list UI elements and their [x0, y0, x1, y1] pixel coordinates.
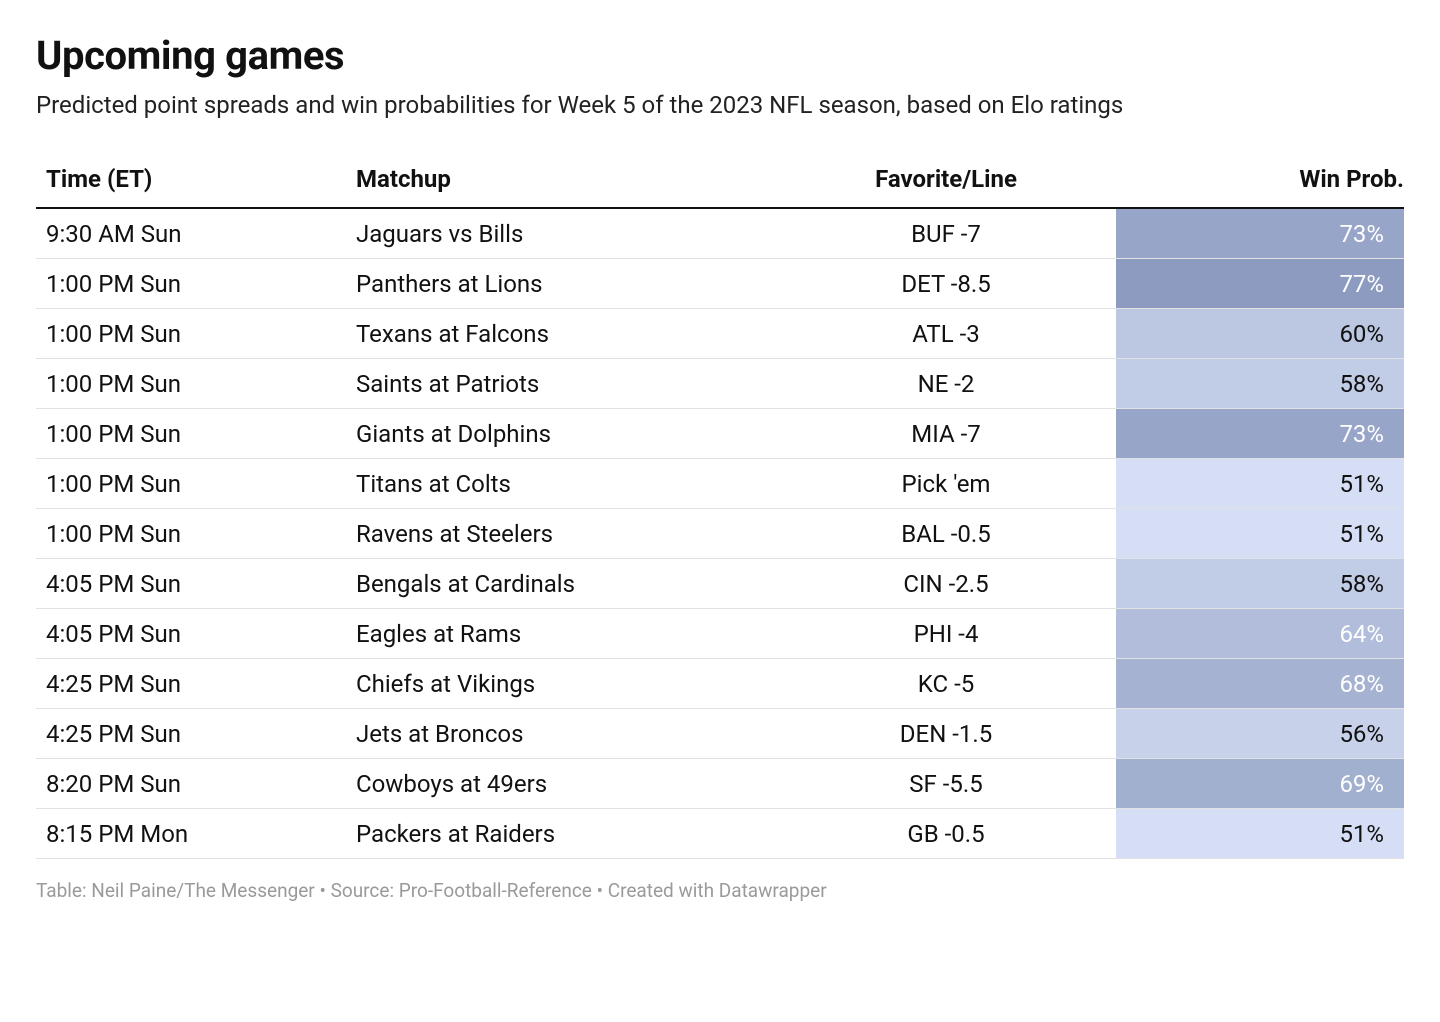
cell-favorite: CIN -2.5: [776, 559, 1116, 609]
cell-favorite: DEN -1.5: [776, 709, 1116, 759]
cell-winprob: 51%: [1116, 509, 1404, 559]
cell-matchup: Texans at Falcons: [346, 309, 776, 359]
col-header-matchup: Matchup: [346, 153, 776, 208]
cell-favorite: MIA -7: [776, 409, 1116, 459]
table-footnote: Table: Neil Paine/The Messenger • Source…: [36, 879, 1404, 902]
cell-time: 8:20 PM Sun: [36, 759, 346, 809]
cell-favorite: SF -5.5: [776, 759, 1116, 809]
table-body: 9:30 AM SunJaguars vs BillsBUF -773%1:00…: [36, 208, 1404, 859]
cell-matchup: Jaguars vs Bills: [346, 208, 776, 259]
table-row: 8:15 PM MonPackers at RaidersGB -0.551%: [36, 809, 1404, 859]
cell-winprob: 51%: [1116, 809, 1404, 859]
cell-matchup: Packers at Raiders: [346, 809, 776, 859]
cell-time: 1:00 PM Sun: [36, 259, 346, 309]
table-row: 1:00 PM SunSaints at PatriotsNE -258%: [36, 359, 1404, 409]
cell-favorite: ATL -3: [776, 309, 1116, 359]
cell-winprob: 60%: [1116, 309, 1404, 359]
table-header-row: Time (ET) Matchup Favorite/Line Win Prob…: [36, 153, 1404, 208]
cell-winprob: 56%: [1116, 709, 1404, 759]
cell-favorite: NE -2: [776, 359, 1116, 409]
cell-matchup: Saints at Patriots: [346, 359, 776, 409]
cell-time: 4:25 PM Sun: [36, 709, 346, 759]
cell-matchup: Chiefs at Vikings: [346, 659, 776, 709]
cell-time: 1:00 PM Sun: [36, 309, 346, 359]
cell-favorite: BUF -7: [776, 208, 1116, 259]
cell-favorite: GB -0.5: [776, 809, 1116, 859]
cell-favorite: DET -8.5: [776, 259, 1116, 309]
table-row: 4:25 PM SunJets at BroncosDEN -1.556%: [36, 709, 1404, 759]
table-row: 1:00 PM SunRavens at SteelersBAL -0.551%: [36, 509, 1404, 559]
cell-time: 1:00 PM Sun: [36, 509, 346, 559]
cell-winprob: 68%: [1116, 659, 1404, 709]
table-row: 9:30 AM SunJaguars vs BillsBUF -773%: [36, 208, 1404, 259]
cell-time: 1:00 PM Sun: [36, 409, 346, 459]
cell-winprob: 69%: [1116, 759, 1404, 809]
cell-matchup: Giants at Dolphins: [346, 409, 776, 459]
cell-winprob: 73%: [1116, 208, 1404, 259]
cell-favorite: KC -5: [776, 659, 1116, 709]
page-subtitle: Predicted point spreads and win probabil…: [36, 91, 1404, 119]
cell-time: 1:00 PM Sun: [36, 459, 346, 509]
cell-time: 1:00 PM Sun: [36, 359, 346, 409]
table-row: 1:00 PM SunTexans at FalconsATL -360%: [36, 309, 1404, 359]
cell-winprob: 73%: [1116, 409, 1404, 459]
cell-favorite: Pick 'em: [776, 459, 1116, 509]
table-row: 4:25 PM SunChiefs at VikingsKC -568%: [36, 659, 1404, 709]
cell-time: 8:15 PM Mon: [36, 809, 346, 859]
games-table: Time (ET) Matchup Favorite/Line Win Prob…: [36, 153, 1404, 859]
cell-matchup: Eagles at Rams: [346, 609, 776, 659]
cell-time: 4:05 PM Sun: [36, 609, 346, 659]
col-header-winprob: Win Prob.: [1116, 153, 1404, 208]
cell-time: 9:30 AM Sun: [36, 208, 346, 259]
cell-favorite: BAL -0.5: [776, 509, 1116, 559]
col-header-time: Time (ET): [36, 153, 346, 208]
cell-winprob: 51%: [1116, 459, 1404, 509]
cell-time: 4:25 PM Sun: [36, 659, 346, 709]
cell-matchup: Jets at Broncos: [346, 709, 776, 759]
table-row: 1:00 PM SunTitans at ColtsPick 'em51%: [36, 459, 1404, 509]
cell-winprob: 58%: [1116, 359, 1404, 409]
cell-winprob: 77%: [1116, 259, 1404, 309]
table-row: 4:05 PM SunBengals at CardinalsCIN -2.55…: [36, 559, 1404, 609]
page-container: Upcoming games Predicted point spreads a…: [0, 0, 1440, 1022]
page-title: Upcoming games: [36, 32, 1404, 79]
col-header-favorite: Favorite/Line: [776, 153, 1116, 208]
cell-matchup: Ravens at Steelers: [346, 509, 776, 559]
cell-winprob: 64%: [1116, 609, 1404, 659]
cell-matchup: Panthers at Lions: [346, 259, 776, 309]
cell-matchup: Titans at Colts: [346, 459, 776, 509]
cell-matchup: Bengals at Cardinals: [346, 559, 776, 609]
table-row: 4:05 PM SunEagles at RamsPHI -464%: [36, 609, 1404, 659]
cell-time: 4:05 PM Sun: [36, 559, 346, 609]
table-row: 1:00 PM SunPanthers at LionsDET -8.577%: [36, 259, 1404, 309]
cell-matchup: Cowboys at 49ers: [346, 759, 776, 809]
cell-favorite: PHI -4: [776, 609, 1116, 659]
table-row: 8:20 PM SunCowboys at 49ersSF -5.569%: [36, 759, 1404, 809]
cell-winprob: 58%: [1116, 559, 1404, 609]
table-row: 1:00 PM SunGiants at DolphinsMIA -773%: [36, 409, 1404, 459]
